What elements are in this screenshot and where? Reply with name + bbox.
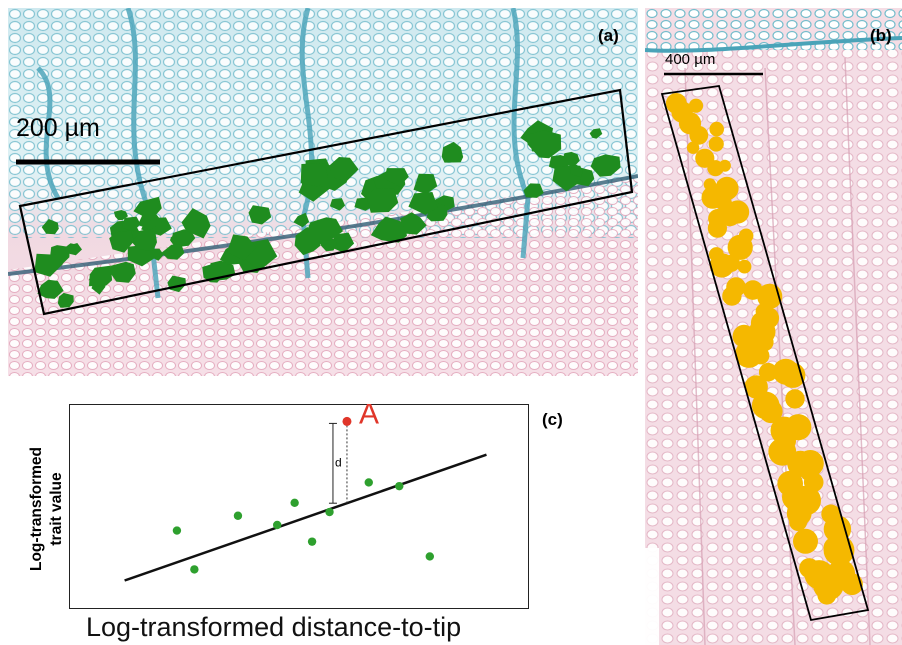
vessel-cluster — [665, 93, 863, 605]
vessel — [785, 389, 805, 409]
vessel — [526, 130, 562, 159]
vessel — [523, 183, 544, 198]
plot-frame — [69, 404, 529, 609]
y-axis-label: Log-transformed trait value — [27, 404, 71, 614]
data-point — [273, 520, 282, 530]
vessel — [248, 205, 272, 225]
vessel — [64, 243, 82, 256]
data-point — [190, 565, 199, 574]
vessel — [171, 229, 196, 248]
vessel — [759, 399, 783, 424]
vessel — [562, 151, 580, 167]
data-point — [307, 537, 317, 546]
vessel — [589, 128, 603, 139]
vessel — [413, 173, 438, 195]
panel-a-micrograph: 200 µm (a) — [8, 8, 638, 376]
scale-bar-label: 400 µm — [665, 51, 716, 68]
sampling-rectangle — [18, 88, 634, 316]
data-point — [325, 507, 334, 517]
distance-label-d: d — [335, 455, 342, 469]
vessel — [41, 219, 59, 235]
vessel — [366, 188, 399, 213]
vessel — [121, 216, 141, 232]
vessel — [293, 212, 310, 228]
vessel — [735, 340, 763, 368]
vessel — [426, 202, 448, 222]
vessel — [127, 244, 158, 267]
vessel — [133, 196, 162, 221]
vessel — [722, 286, 742, 306]
vessel — [37, 279, 64, 299]
point-label-a: A — [359, 404, 379, 430]
vessel — [408, 192, 438, 215]
panel-b-micrograph: 400 µm (b) — [645, 8, 902, 645]
vessel — [817, 585, 837, 605]
vessel — [89, 265, 113, 287]
vessel — [307, 217, 343, 242]
panel-label-a: (a) — [598, 26, 619, 45]
vessel — [161, 244, 185, 260]
vessel — [823, 536, 846, 560]
vessel — [718, 159, 731, 172]
vessel — [708, 136, 724, 152]
panel-a-image — [8, 8, 638, 376]
data-point-a — [342, 416, 352, 426]
vessel — [109, 230, 134, 253]
vessel — [793, 528, 818, 554]
x-axis-label: Log-transformed distance-to-tip — [86, 612, 462, 642]
vessel — [110, 261, 136, 283]
vessel — [329, 198, 346, 211]
sampling-rectangle — [660, 84, 870, 622]
vessel — [688, 98, 704, 113]
vessel — [737, 259, 752, 274]
vessel — [686, 141, 700, 154]
vessel — [113, 210, 128, 221]
vessel — [709, 253, 735, 278]
y-axis-label-line-1: Log-transformed — [28, 447, 45, 571]
vessel — [758, 362, 778, 382]
vessel — [709, 121, 724, 137]
vessel — [328, 157, 359, 182]
data-point — [290, 498, 299, 507]
scale-bar-label: 200 µm — [16, 114, 100, 142]
vessel — [841, 573, 863, 596]
vessel — [590, 154, 621, 177]
vessel — [727, 234, 753, 260]
scatter-plot: A d — [69, 404, 529, 609]
vessel — [384, 168, 409, 187]
data-point — [395, 481, 404, 491]
panel-b-image — [645, 8, 902, 645]
vessel — [328, 232, 355, 253]
vessel — [569, 165, 583, 178]
vessel — [227, 234, 257, 261]
panel-label-b: (b) — [870, 26, 892, 45]
vessel — [181, 208, 211, 239]
vessel — [441, 141, 464, 163]
data-point — [425, 552, 434, 561]
vessel — [757, 283, 783, 309]
ray-strands — [36, 8, 531, 299]
vessel — [399, 212, 427, 235]
data-point — [364, 478, 373, 487]
vessel — [34, 253, 64, 277]
data-point — [233, 511, 243, 520]
vessel — [300, 163, 329, 187]
vessel — [370, 216, 407, 243]
y-axis-label-line-2: trait value — [48, 472, 65, 546]
trend-line — [124, 453, 487, 582]
panel-label-c: (c) — [542, 410, 563, 429]
data-point — [172, 526, 182, 535]
vessel — [57, 292, 74, 308]
vessel — [689, 125, 709, 145]
vessel — [789, 513, 808, 531]
vessel — [707, 218, 727, 238]
